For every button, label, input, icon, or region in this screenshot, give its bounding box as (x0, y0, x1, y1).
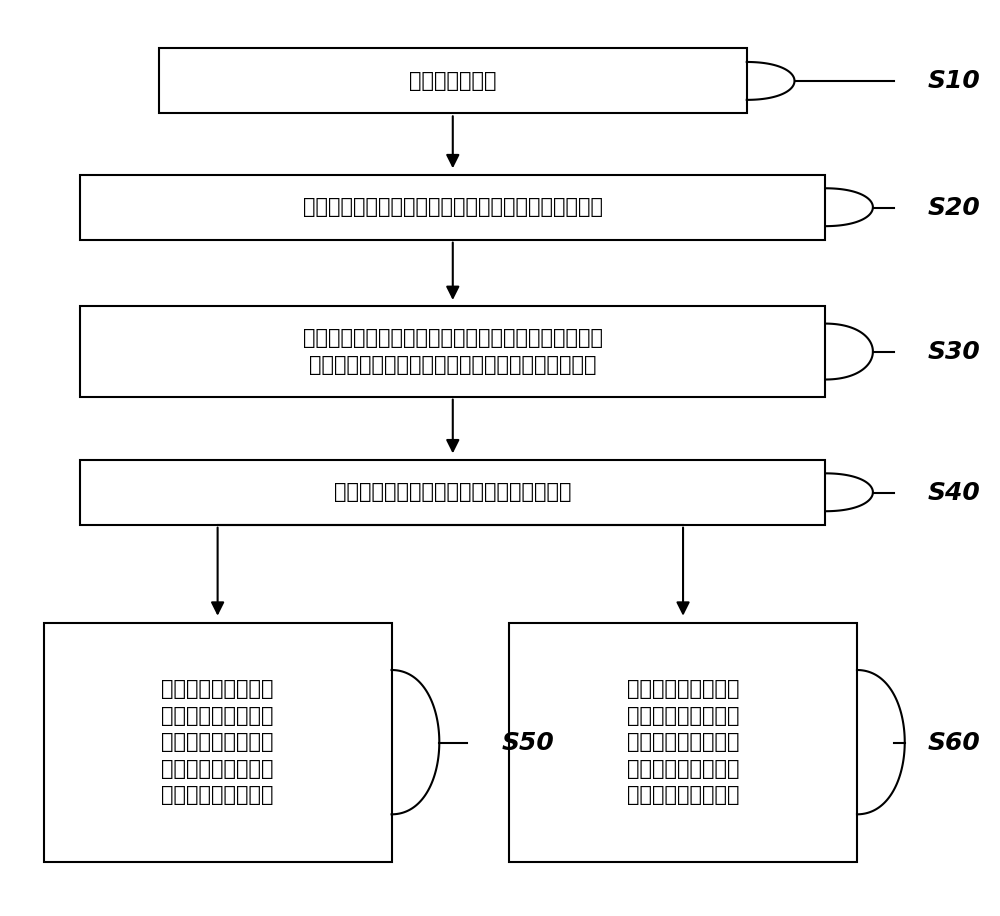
Bar (159, 49, 747, 114)
Text: S20: S20 (928, 195, 981, 220)
Text: 若所述当前时刻在所
述时间区间的下限值
之后，则以所述天气
状态对应的紧急加热
模式对车窗进行加热: 若所述当前时刻在所 述时间区间的下限值 之后，则以所述天气 状态对应的紧急加热 … (627, 680, 739, 805)
Text: 若所述当前时刻与所
述时间区间的下限值
一致，则以所述天气
状态对应的常规加热
模式对车窗进行加热: 若所述当前时刻与所 述时间区间的下限值 一致，则以所述天气 状态对应的常规加热 … (161, 680, 274, 805)
Bar (509, 623, 857, 862)
Bar (80, 175, 825, 240)
Text: S50: S50 (502, 731, 555, 756)
Text: S10: S10 (928, 70, 981, 93)
Text: 确定预出行时刻: 确定预出行时刻 (409, 71, 497, 91)
Text: S30: S30 (928, 340, 981, 364)
Text: S40: S40 (928, 481, 981, 505)
Text: 当车辆内部温度小于预设温度时，根据所述预出行时刻
与所述天气状态，确定所述天气状态对应的时间区间: 当车辆内部温度小于预设温度时，根据所述预出行时刻 与所述天气状态，确定所述天气状… (303, 328, 603, 375)
Bar (80, 307, 825, 397)
Text: S60: S60 (928, 731, 981, 756)
Text: 获取当前时刻车辆内部温度以及车辆所在地的天气状态: 获取当前时刻车辆内部温度以及车辆所在地的天气状态 (303, 197, 603, 217)
Text: 比较所述当前时刻与所述时间区间的下限值: 比较所述当前时刻与所述时间区间的下限值 (334, 483, 572, 502)
Bar (44, 623, 392, 862)
Bar (80, 460, 825, 525)
